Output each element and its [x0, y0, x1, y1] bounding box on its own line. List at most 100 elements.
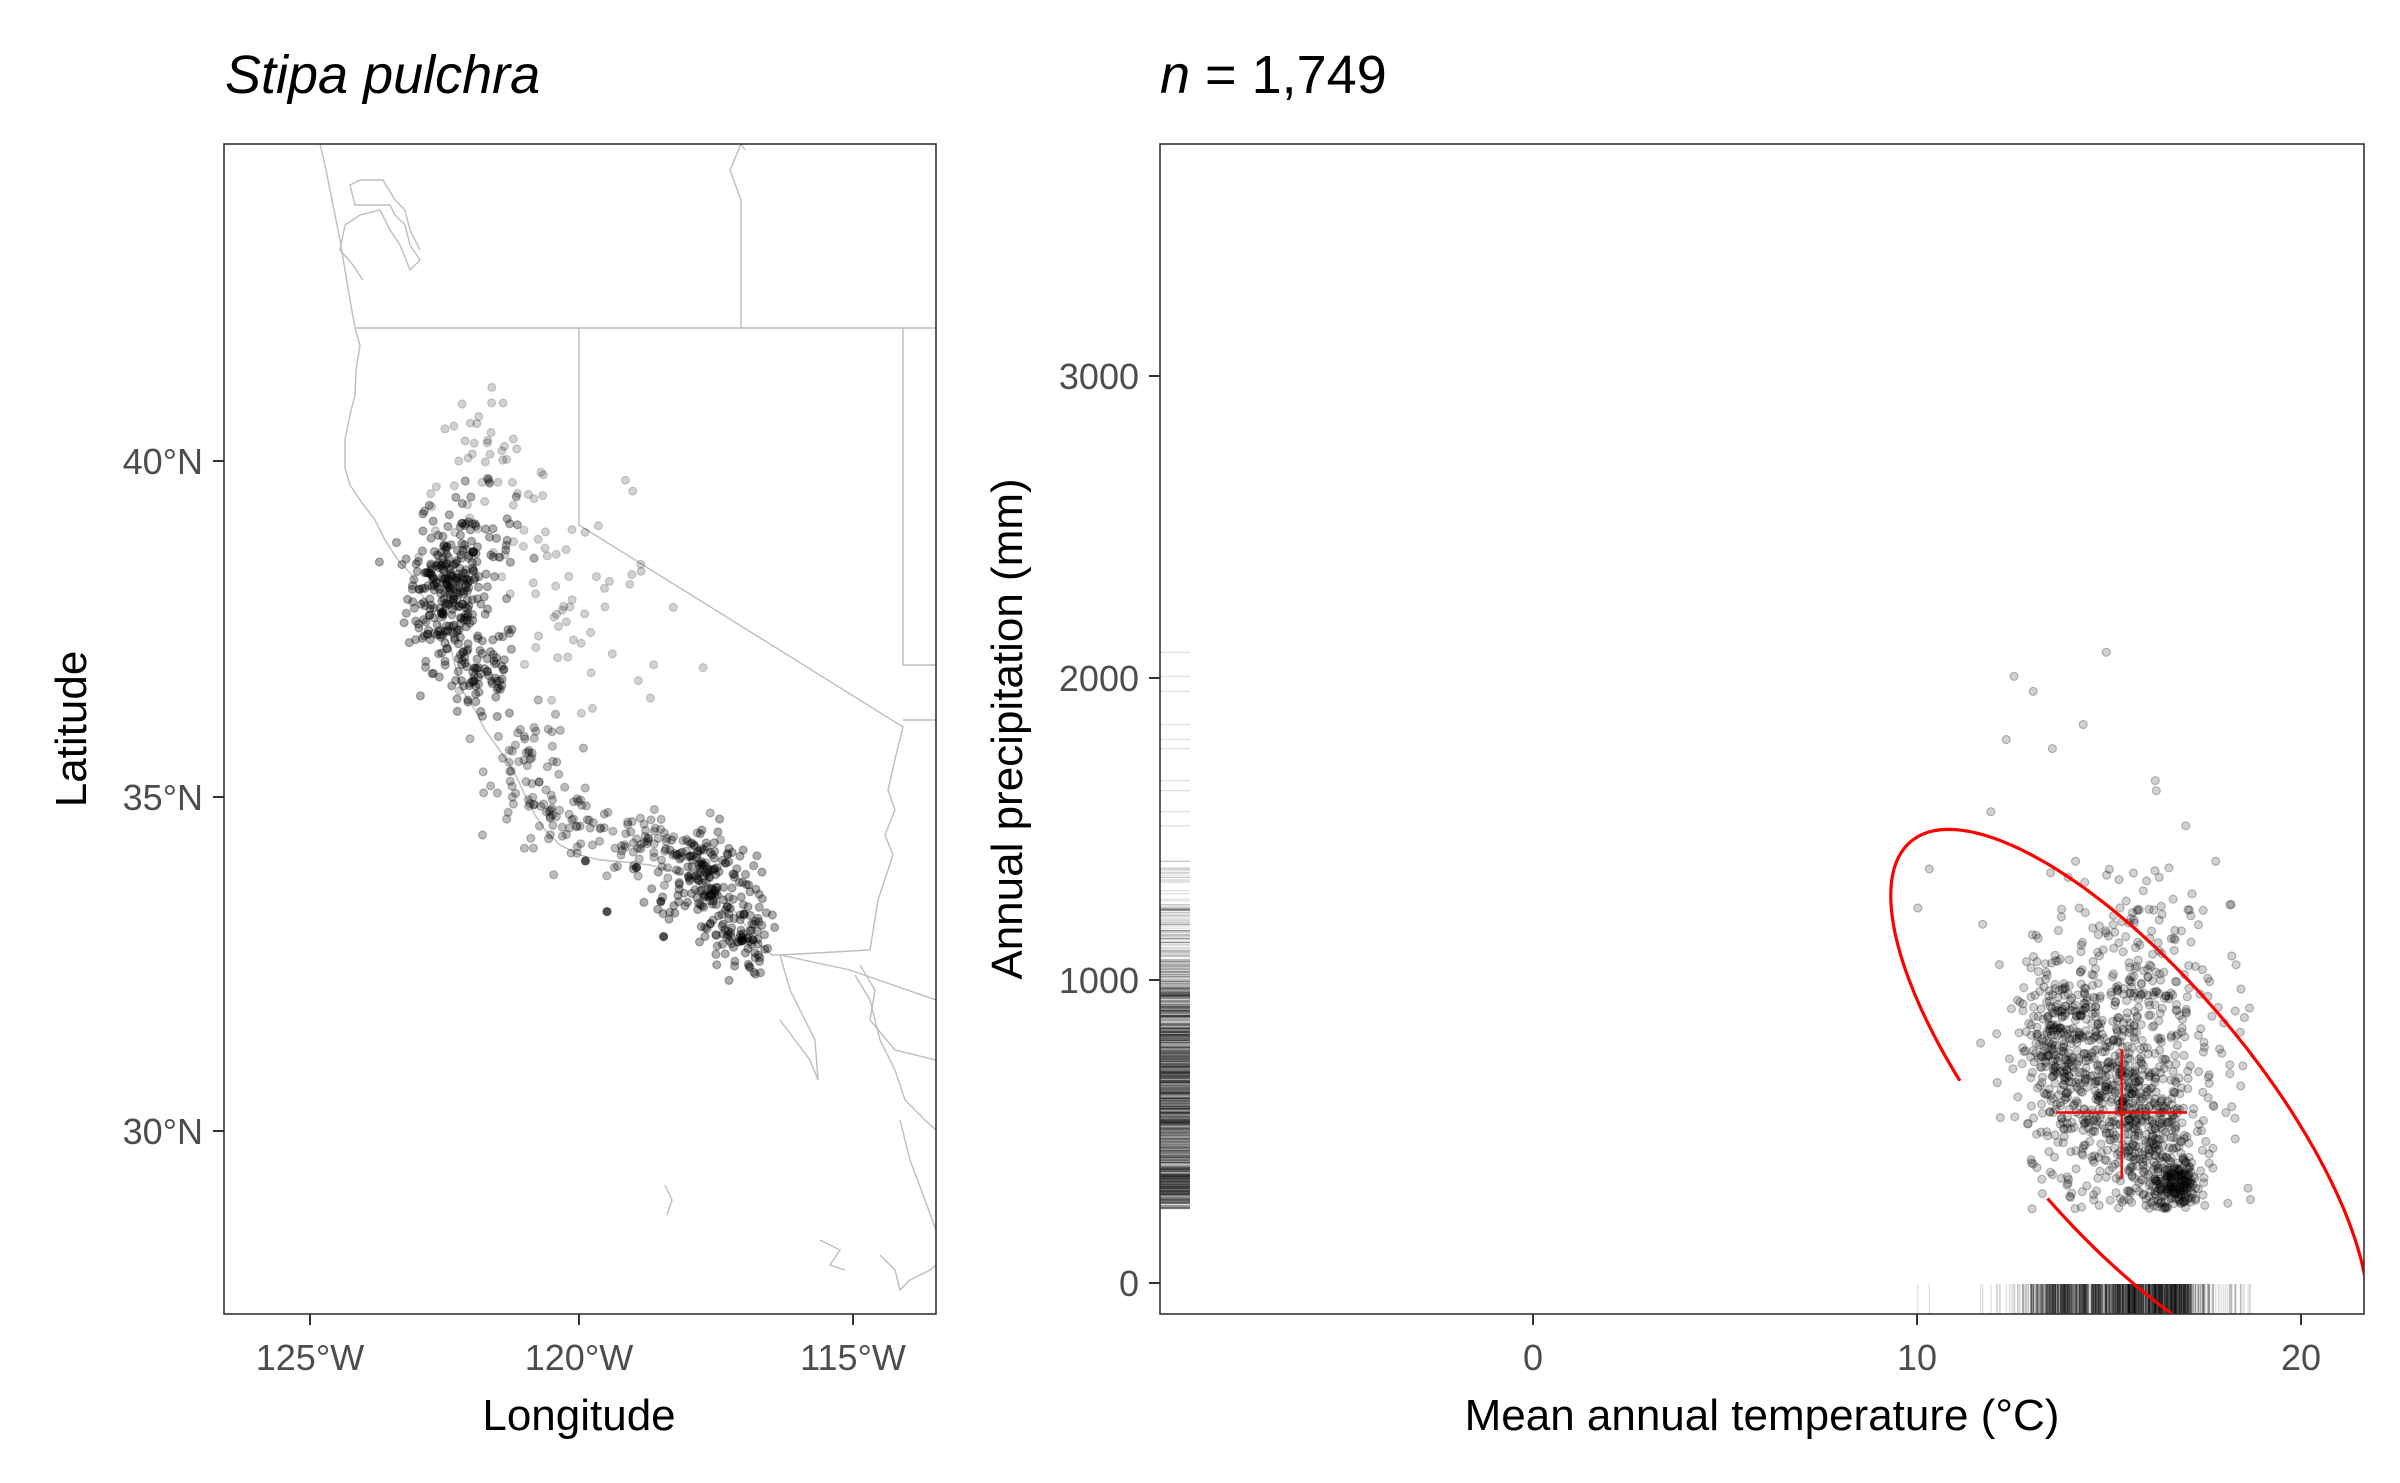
climate-point — [2078, 1150, 2088, 1160]
occurrence-point — [453, 569, 463, 579]
occurrence-point — [759, 930, 770, 940]
climate-point — [2075, 1078, 2085, 1089]
occurrence-point — [620, 842, 631, 852]
occurrence-point — [457, 655, 467, 665]
occurrence-point — [453, 639, 464, 649]
climate-point — [2144, 1180, 2154, 1190]
occurrence-point — [458, 568, 468, 578]
climate-point — [2172, 1164, 2183, 1174]
occurrence-point — [547, 727, 557, 737]
occurrence-point — [718, 895, 729, 905]
climate-point — [2132, 1011, 2142, 1021]
occurrence-point — [695, 858, 705, 869]
climate-point — [2069, 1062, 2079, 1073]
occurrence-point — [450, 635, 460, 645]
climate-point — [2133, 1080, 2144, 1091]
climate-point — [2081, 1063, 2091, 1073]
climate-point — [2102, 1063, 2112, 1073]
climate-point — [2119, 1195, 2129, 1205]
climate-point — [2144, 1010, 2154, 1020]
occurrence-point — [451, 585, 461, 595]
climate-point — [2012, 995, 2023, 1005]
occurrence-point — [564, 571, 574, 582]
occurrence-point — [686, 888, 697, 899]
occurrence-point — [468, 667, 478, 677]
climate-point — [2153, 1176, 2163, 1186]
climate-point — [2067, 993, 2077, 1003]
climate-point — [2044, 986, 2054, 996]
climate-point — [2083, 1118, 2093, 1128]
occurrence-point — [477, 711, 487, 721]
occurrence-point — [533, 695, 543, 705]
occurrence-point — [683, 862, 693, 872]
climate-point — [2230, 1134, 2240, 1144]
occurrence-point — [431, 561, 441, 571]
climate-point — [2053, 992, 2063, 1002]
occurrence-point — [565, 602, 575, 612]
climate-point — [2074, 1030, 2084, 1041]
climate-point — [2123, 1165, 2133, 1175]
occurrence-point — [423, 629, 433, 640]
climate-point — [2125, 1083, 2135, 1093]
climate-point — [2157, 1003, 2167, 1013]
occurrence-point — [572, 848, 582, 858]
climate-point — [2151, 1087, 2161, 1097]
occurrence-point — [600, 602, 610, 612]
occurrence-point — [460, 476, 470, 486]
occurrence-point — [723, 926, 733, 937]
climate-point — [2196, 1024, 2206, 1034]
occurrence-point — [533, 534, 543, 545]
occurrence-point — [458, 681, 468, 691]
occurrence-point — [501, 540, 511, 551]
occurrence-point — [698, 859, 708, 869]
climate-point — [2144, 1203, 2154, 1213]
occurrence-point — [438, 531, 448, 542]
occurrence-point — [726, 939, 737, 949]
climate-point — [2144, 997, 2154, 1007]
climate-point — [2080, 1003, 2090, 1013]
occurrence-point — [454, 625, 464, 635]
climate-point — [2091, 1001, 2101, 1012]
climate-point — [2109, 943, 2119, 953]
occurrence-point — [723, 849, 733, 860]
climate-point — [2144, 1071, 2154, 1082]
climate-point — [2072, 1027, 2082, 1037]
climate-point — [2151, 1176, 2161, 1186]
occurrence-point — [512, 520, 523, 530]
climate-point — [2042, 1029, 2052, 1039]
occurrence-point — [476, 706, 486, 717]
occurrence-point — [626, 827, 636, 837]
climate-point — [2148, 1119, 2158, 1129]
climate-point — [2150, 1000, 2160, 1010]
occurrence-point — [665, 907, 675, 917]
occurrence-point — [467, 449, 477, 459]
climate-point — [2026, 1072, 2036, 1083]
occurrence-point — [469, 677, 479, 687]
climate-point — [2187, 889, 2197, 899]
climate-point — [2146, 1186, 2156, 1196]
climate-point — [2170, 1087, 2180, 1097]
climate-point — [2034, 1040, 2045, 1050]
climate-point — [2095, 993, 2105, 1003]
climate-point — [2081, 1118, 2091, 1128]
climate-point — [2029, 1057, 2039, 1067]
occurrence-point — [507, 781, 517, 792]
climate-point — [2046, 868, 2056, 878]
occurrence-point — [475, 645, 485, 656]
climate-point — [2093, 978, 2103, 989]
climate-point — [2172, 977, 2182, 987]
occurrence-point — [506, 766, 516, 776]
occurrence-point — [441, 542, 451, 552]
occurrence-point — [468, 594, 478, 605]
climate-point — [2176, 1190, 2186, 1200]
climate-point — [2170, 925, 2180, 936]
climate-point — [2122, 995, 2132, 1006]
occurrence-point — [469, 565, 479, 576]
climate-point — [2104, 1084, 2114, 1094]
climate-point — [2190, 961, 2200, 972]
occurrence-point — [455, 613, 466, 623]
climate-point — [2128, 1140, 2138, 1150]
climate-point — [2122, 1080, 2132, 1091]
occurrence-point — [471, 548, 481, 559]
